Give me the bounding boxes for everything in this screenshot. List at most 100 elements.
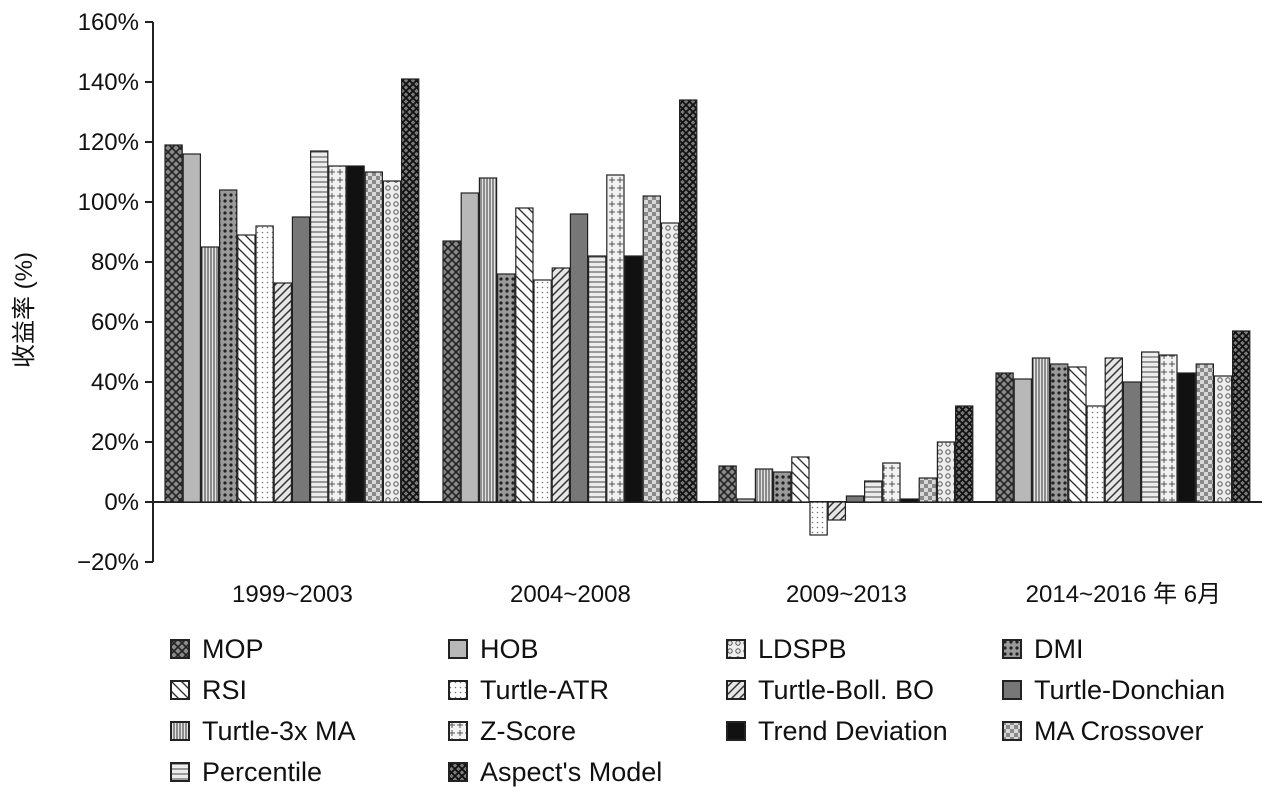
- bar: [273, 282, 293, 503]
- bar: [678, 99, 698, 503]
- bar: [882, 462, 901, 503]
- y-tick-label: 120%: [78, 129, 139, 156]
- bar: [1086, 405, 1105, 503]
- legend-swatch: [170, 762, 190, 782]
- bar: [1068, 366, 1087, 503]
- legend-item: HOB: [448, 632, 539, 666]
- bar: [1104, 357, 1123, 503]
- legend-label: MOP: [202, 633, 264, 664]
- bar: [182, 153, 201, 503]
- legend-item: Trend Deviation: [726, 714, 948, 748]
- bar: [660, 222, 680, 503]
- x-category-label: 2014~2016 年 6月: [1026, 581, 1221, 608]
- bar: [401, 78, 420, 503]
- bar: [736, 498, 756, 503]
- legend-label: Percentile: [202, 756, 323, 787]
- bar: [718, 465, 737, 503]
- bar: [460, 192, 480, 503]
- bar: [310, 150, 329, 503]
- legend-item: Turtle-3x MA: [170, 714, 356, 748]
- bar: [1049, 363, 1069, 503]
- legend-label: DMI: [1034, 633, 1084, 664]
- legend-swatch: [726, 639, 746, 659]
- bar: [809, 501, 828, 536]
- legend-label: LDSPB: [758, 633, 847, 664]
- bar: [900, 498, 919, 503]
- legend-label: Turtle-ATR: [480, 674, 610, 705]
- legend-label: HOB: [480, 633, 539, 664]
- legend-label: Turtle-Donchian: [1034, 674, 1226, 705]
- bar: [587, 255, 607, 503]
- y-axis-title: 收益率 (%): [11, 252, 38, 368]
- legend-label: Z-Score: [480, 715, 577, 746]
- bar: [346, 165, 365, 503]
- bar: [255, 225, 274, 503]
- bar: [1122, 381, 1142, 503]
- bar: [791, 456, 810, 503]
- bar: [606, 174, 625, 503]
- y-tick-label: 60%: [91, 309, 139, 336]
- legend-swatch: [1002, 721, 1022, 741]
- bar: [328, 165, 347, 503]
- bar: [291, 216, 311, 503]
- legend-swatch: [1002, 680, 1022, 700]
- bar: [863, 480, 883, 503]
- y-tick-label: 100%: [78, 189, 139, 216]
- legend-item: RSI: [170, 673, 247, 707]
- bar: [551, 267, 571, 503]
- legend-swatch: [448, 639, 468, 659]
- bar: [382, 180, 402, 503]
- bar: [1013, 378, 1033, 503]
- y-tick-label: 0%: [104, 489, 139, 516]
- bar: [569, 213, 589, 503]
- bar: [1177, 372, 1196, 503]
- y-tick-label: 20%: [91, 429, 139, 456]
- bar: [219, 189, 238, 503]
- y-tick-label: 140%: [78, 69, 139, 96]
- y-tick-label: 160%: [78, 9, 139, 36]
- legend-label: Trend Deviation: [758, 715, 948, 746]
- bar-chart: −20% 0% 20% 40% 60% 80% 100% 120% 140% 160% 1999~…: [11, 9, 1262, 608]
- y-tick-label: 40%: [91, 369, 139, 396]
- bar: [1140, 351, 1160, 503]
- bar: [995, 372, 1014, 503]
- x-category-label: 1999~2003: [232, 581, 353, 608]
- bar: [918, 477, 938, 503]
- bar: [772, 471, 792, 503]
- y-tick-label: 80%: [91, 249, 139, 276]
- bar: [364, 171, 384, 503]
- y-tick-label: −20%: [77, 549, 139, 576]
- legend-item: MOP: [170, 632, 264, 666]
- legend-swatch: [726, 680, 746, 700]
- bar: [1159, 354, 1178, 503]
- bar: [754, 468, 774, 503]
- legend-label: Aspect's Model: [480, 756, 663, 787]
- legend-item: Percentile: [170, 755, 322, 789]
- legend-item: Z-Score: [448, 714, 576, 748]
- bar: [954, 405, 974, 503]
- bar: [442, 240, 461, 503]
- legend-swatch: [726, 721, 746, 741]
- legend-swatch: [170, 639, 190, 659]
- bar: [533, 279, 552, 503]
- legend-item: LDSPB: [726, 632, 847, 666]
- bar: [164, 144, 183, 503]
- bar: [624, 255, 643, 503]
- legend-item: Turtle-Donchian: [1002, 673, 1225, 707]
- legend-swatch: [170, 721, 190, 741]
- legend-label: Turtle-3x MA: [202, 715, 356, 746]
- legend-label: MA Crossover: [1034, 715, 1204, 746]
- bar: [936, 441, 956, 503]
- legend-label: Turtle-Boll. BO: [758, 674, 935, 705]
- legend-item: MA Crossover: [1002, 714, 1204, 748]
- x-category-label: 2004~2008: [510, 581, 631, 608]
- legend-swatch: [1002, 639, 1022, 659]
- legend-item: Turtle-ATR: [448, 673, 609, 707]
- bar: [1031, 357, 1051, 503]
- legend-swatch: [448, 762, 468, 782]
- bar: [515, 207, 534, 503]
- x-category-label: 2009~2013: [786, 581, 907, 608]
- legend-swatch: [448, 721, 468, 741]
- bar: [237, 234, 256, 503]
- legend-swatch: [448, 680, 468, 700]
